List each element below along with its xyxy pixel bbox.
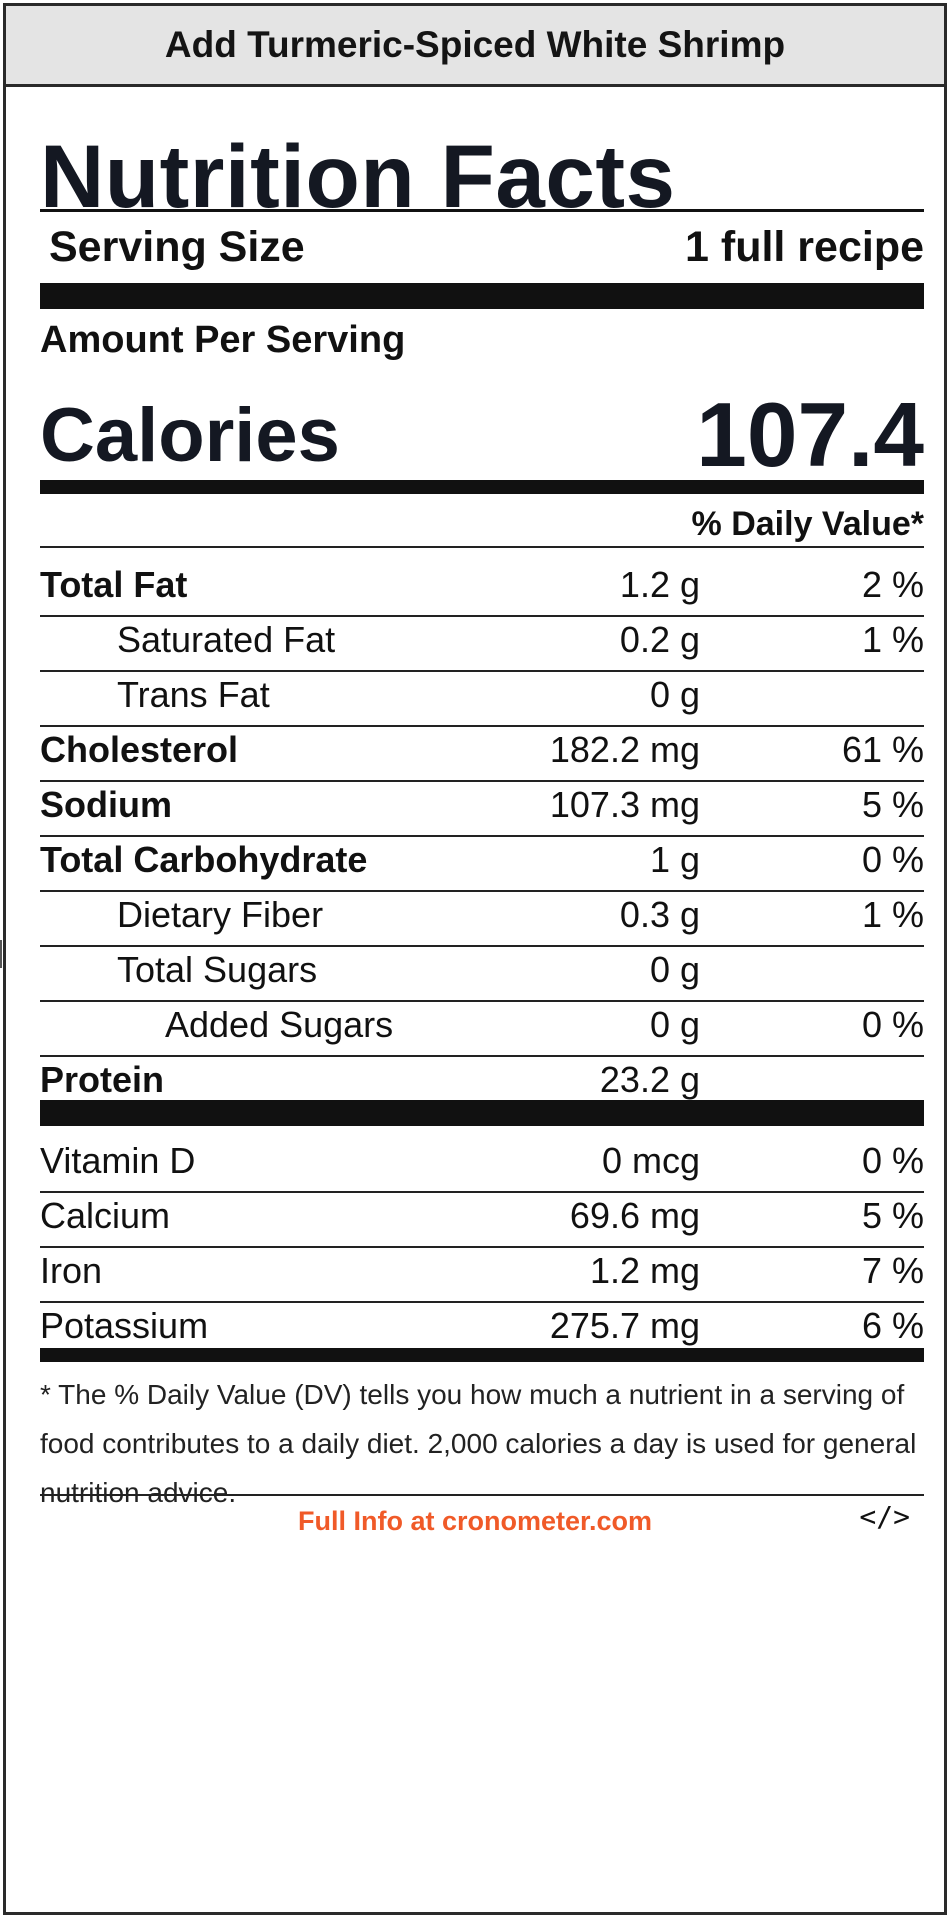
serving-size-value: 1 full recipe [685,223,924,271]
nutrient-amount: 0 g [649,674,700,715]
nutrient-row-sodium: Sodium 107.3 mg 5 % [40,770,924,837]
nutrient-name: Total Fat [40,564,188,605]
vitamin-daily-value: 5 % [861,1195,924,1236]
vitamin-daily-value: 6 % [861,1305,924,1346]
vitamin-row-potassium: Potassium 275.7 mg 6 % [40,1291,924,1358]
nutrient-row-dietary-fiber: Dietary Fiber 0.3 g 1 % [40,880,924,947]
vitamin-name: Iron [40,1250,103,1291]
calories-label: Calories [40,393,340,478]
nutrient-daily-value: 1 % [861,619,924,660]
nutrient-daily-value: 2 % [861,564,924,605]
nutrient-row-total-fat: Total Fat 1.2 g 2 % [40,550,924,617]
nutrient-amount: 1.2 g [619,564,700,605]
nutrient-row-trans-fat: Trans Fat 0 g [40,660,924,727]
nutrient-amount: 182.2 mg [549,729,700,770]
nutrient-name: Added Sugars [165,1004,394,1045]
nutrient-amount: 23.2 g [599,1059,700,1100]
vitamin-name: Calcium [40,1195,171,1236]
nutrient-row-added-sugars: Added Sugars 0 g 0 % [40,990,924,1057]
calories-row: Calories 107.4 [40,384,924,486]
cronometer-link[interactable]: Full Info at cronometer.com [297,1506,653,1536]
amount-per-serving-row: Amount Per Serving [40,319,924,369]
nutrient-daily-value: 0 % [861,839,924,880]
vitamin-name: Vitamin D [40,1140,196,1181]
embed-code-icon[interactable]: </> [859,1500,910,1533]
vitamin-amount: 1.2 mg [589,1250,700,1291]
nutrient-name: Trans Fat [117,674,270,715]
vitamin-amount: 69.6 mg [569,1195,700,1236]
nutrient-row-total-carbohydrate: Total Carbohydrate 1 g 0 % [40,825,924,892]
nutrient-row-cholesterol: Cholesterol 182.2 mg 61 % [40,715,924,782]
nutrient-amount: 107.3 mg [549,784,700,825]
divider [40,209,924,212]
serving-size-label: Serving Size [49,223,305,271]
nutrient-daily-value: 0 % [861,1004,924,1045]
daily-value-header: % Daily Value* [691,505,924,543]
vitamin-daily-value: 0 % [861,1140,924,1181]
vitamin-amount: 0 mcg [601,1140,700,1181]
nutrient-amount: 0.3 g [619,894,700,935]
thick-divider [40,283,924,309]
recipe-title: Add Turmeric-Spiced White Shrimp [164,24,786,65]
thick-divider [40,1100,924,1126]
daily-value-header-row: % Daily Value* [40,501,924,548]
label-header: Add Turmeric-Spiced White Shrimp [6,6,944,87]
vitamin-daily-value: 7 % [861,1250,924,1291]
nutrient-name: Protein [40,1059,165,1100]
calories-value: 107.4 [696,385,924,486]
nutrition-facts-title: Nutrition Facts [40,126,676,226]
nutrient-name: Saturated Fat [117,619,336,660]
vitamin-row-vitamin-d: Vitamin D 0 mcg 0 % [40,1126,924,1193]
nutrition-label: Add Turmeric-Spiced White Shrimp Nutriti… [3,3,947,1915]
serving-size-row: Serving Size 1 full recipe [40,223,924,283]
nutrient-daily-value: 5 % [861,784,924,825]
thin-divider [40,1494,924,1496]
vitamin-row-iron: Iron 1.2 mg 7 % [40,1236,924,1303]
amount-per-serving: Amount Per Serving [40,319,406,361]
nutrient-daily-value: 61 % [841,729,924,770]
nutrient-name: Sodium [40,784,172,825]
nutrient-name: Cholesterol [40,729,239,770]
nutrient-row-protein: Protein 23.2 g [40,1045,924,1112]
vitamin-amount: 275.7 mg [549,1305,700,1346]
nutrient-amount: 0 g [649,949,700,990]
nutrient-daily-value: 1 % [861,894,924,935]
nutrient-name: Total Carbohydrate [40,839,368,880]
nutrient-row-total-sugars: Total Sugars 0 g [40,935,924,1002]
nutrient-name: Total Sugars [117,949,318,990]
medium-divider [40,480,924,494]
nutrient-name: Dietary Fiber [117,894,324,935]
vitamin-name: Potassium [40,1305,209,1346]
nutrient-amount: 0 g [649,1004,700,1045]
vitamin-row-calcium: Calcium 69.6 mg 5 % [40,1181,924,1248]
daily-value-footnote: * The % Daily Value (DV) tells you how m… [40,1379,917,1508]
nutrient-amount: 0.2 g [619,619,700,660]
nutrient-amount: 1 g [649,839,700,880]
edge-mark [0,940,2,968]
nutrient-row-saturated-fat: Saturated Fat 0.2 g 1 % [40,605,924,672]
medium-divider [40,1348,924,1362]
